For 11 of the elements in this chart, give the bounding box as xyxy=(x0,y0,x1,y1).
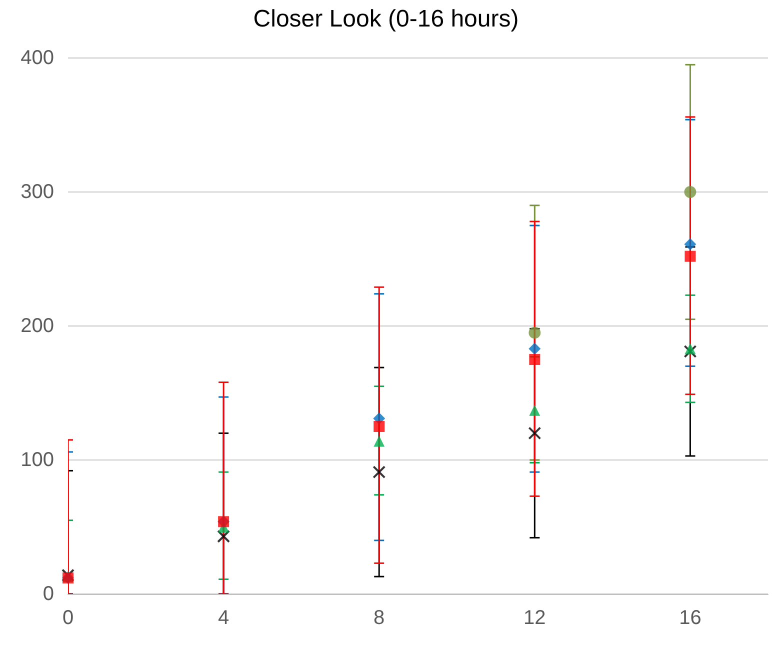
chart-title: Closer Look (0-16 hours) xyxy=(253,6,519,32)
x-tick-label: 0 xyxy=(62,607,74,629)
x-tick-label: 8 xyxy=(374,607,385,629)
y-tick-label: 100 xyxy=(20,449,54,471)
y-tick-label: 200 xyxy=(20,315,54,337)
y-tick-label: 400 xyxy=(20,47,54,69)
y-tick-label: 0 xyxy=(42,583,54,605)
x-tick-label: 16 xyxy=(679,607,702,629)
x-tick-label: 12 xyxy=(524,607,546,629)
y-tick-label: 300 xyxy=(20,181,54,203)
x-tick-label: 4 xyxy=(218,607,230,629)
